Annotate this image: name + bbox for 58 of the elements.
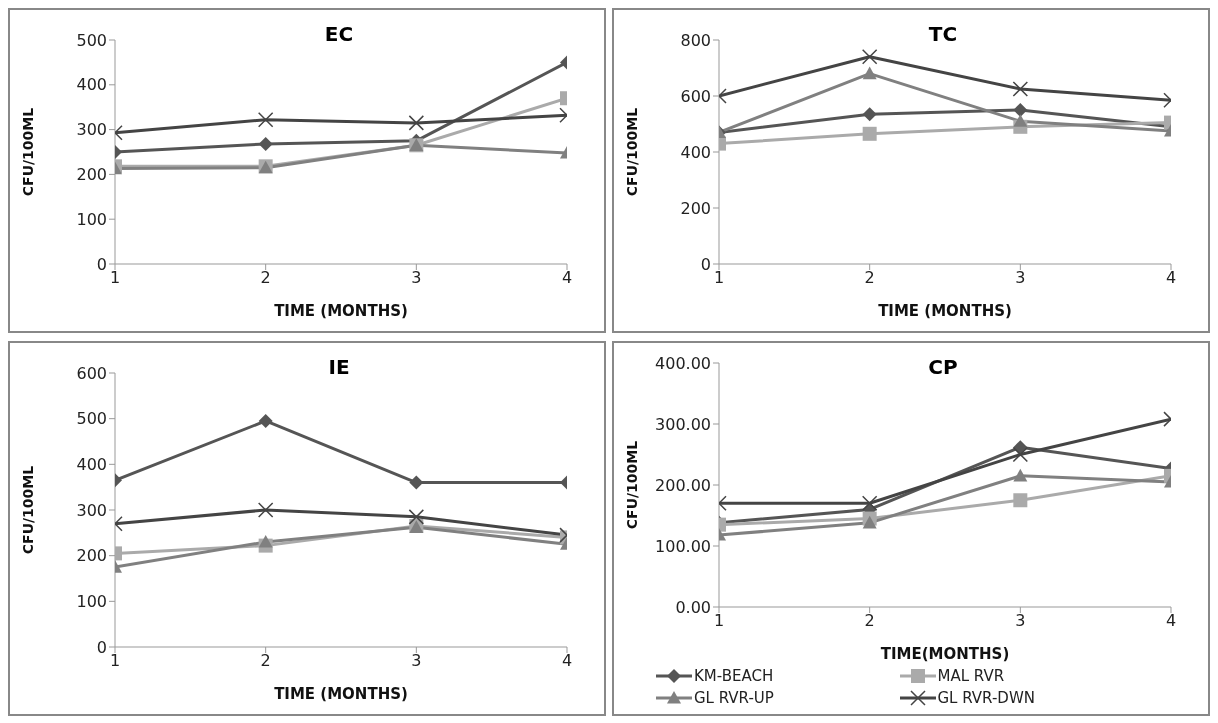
legend-label: KM-BEACH [694,667,774,685]
y-tick-label: 400 [76,75,107,95]
x-tick-label: 1 [109,651,121,671]
x-tick-label: 3 [1015,268,1026,288]
legend-label: GL RVR-DWN [937,689,1035,707]
x-tick-label: 4 [561,268,573,288]
x-tick-label: 1 [713,611,725,631]
legend-label: MAL RVR [937,667,1005,685]
x-axis-title: TIME (MONTHS) [878,302,1012,320]
y-tick-label: 800 [680,30,711,50]
y-tick-label: 500 [76,409,107,429]
x-tick-label: 4 [1165,268,1177,288]
point [1013,440,1028,455]
chart-title: EC [324,22,354,46]
y-tick-label: 200 [680,198,711,218]
x-axis-title: TIME (MONTHS) [274,685,408,703]
y-tick-label: 200 [76,165,107,185]
y-axis-title: CFU/100ML [623,440,640,530]
y-axis-title: CFU/100ML [19,107,36,197]
chart-title: IE [328,355,350,379]
y-tick-label: 0.00 [675,597,711,617]
y-tick-label: 100 [76,209,107,229]
y-tick-label: 600 [680,86,711,106]
x-tick-label: 1 [109,268,121,288]
y-tick-label: 400.00 [655,353,711,373]
y-tick-label: 500 [76,30,107,50]
x-tick-label: 2 [260,651,271,671]
y-tick-label: 300 [76,120,107,140]
chart-title: TC [928,22,958,46]
y-tick-label: 100 [76,592,107,612]
x-tick-label: 2 [864,268,875,288]
point [1013,103,1028,117]
y-tick-label: 400 [76,455,107,475]
legend-label: GL RVR-UP [694,689,774,707]
y-axis-title: CFU/100ML [623,107,640,197]
y-tick-label: 400 [680,142,711,162]
y-tick-label: 0 [96,637,107,657]
x-axis-title: TIME(MONTHS) [880,645,1010,663]
x-tick-label: 3 [411,651,422,671]
y-tick-label: 100.00 [655,536,711,556]
x-tick-label: 1 [713,268,725,288]
x-axis-title: TIME (MONTHS) [274,302,408,320]
x-tick-label: 4 [1165,611,1177,631]
x-tick-label: 3 [411,268,422,288]
y-tick-label: 300.00 [655,414,711,434]
x-tick-label: 3 [1015,611,1026,631]
y-tick-label: 200.00 [655,475,711,495]
y-tick-label: 200 [76,546,107,566]
y-tick-label: 0 [700,254,711,274]
x-tick-label: 4 [561,651,573,671]
point [862,107,877,122]
y-tick-label: 300 [76,500,107,520]
x-tick-label: 2 [260,268,271,288]
x-tick-label: 2 [864,611,875,631]
y-tick-label: 600 [76,363,107,383]
chart-title: CP [928,355,958,379]
y-tick-label: 0 [96,254,107,274]
y-axis-title: CFU/100ML [19,465,36,555]
